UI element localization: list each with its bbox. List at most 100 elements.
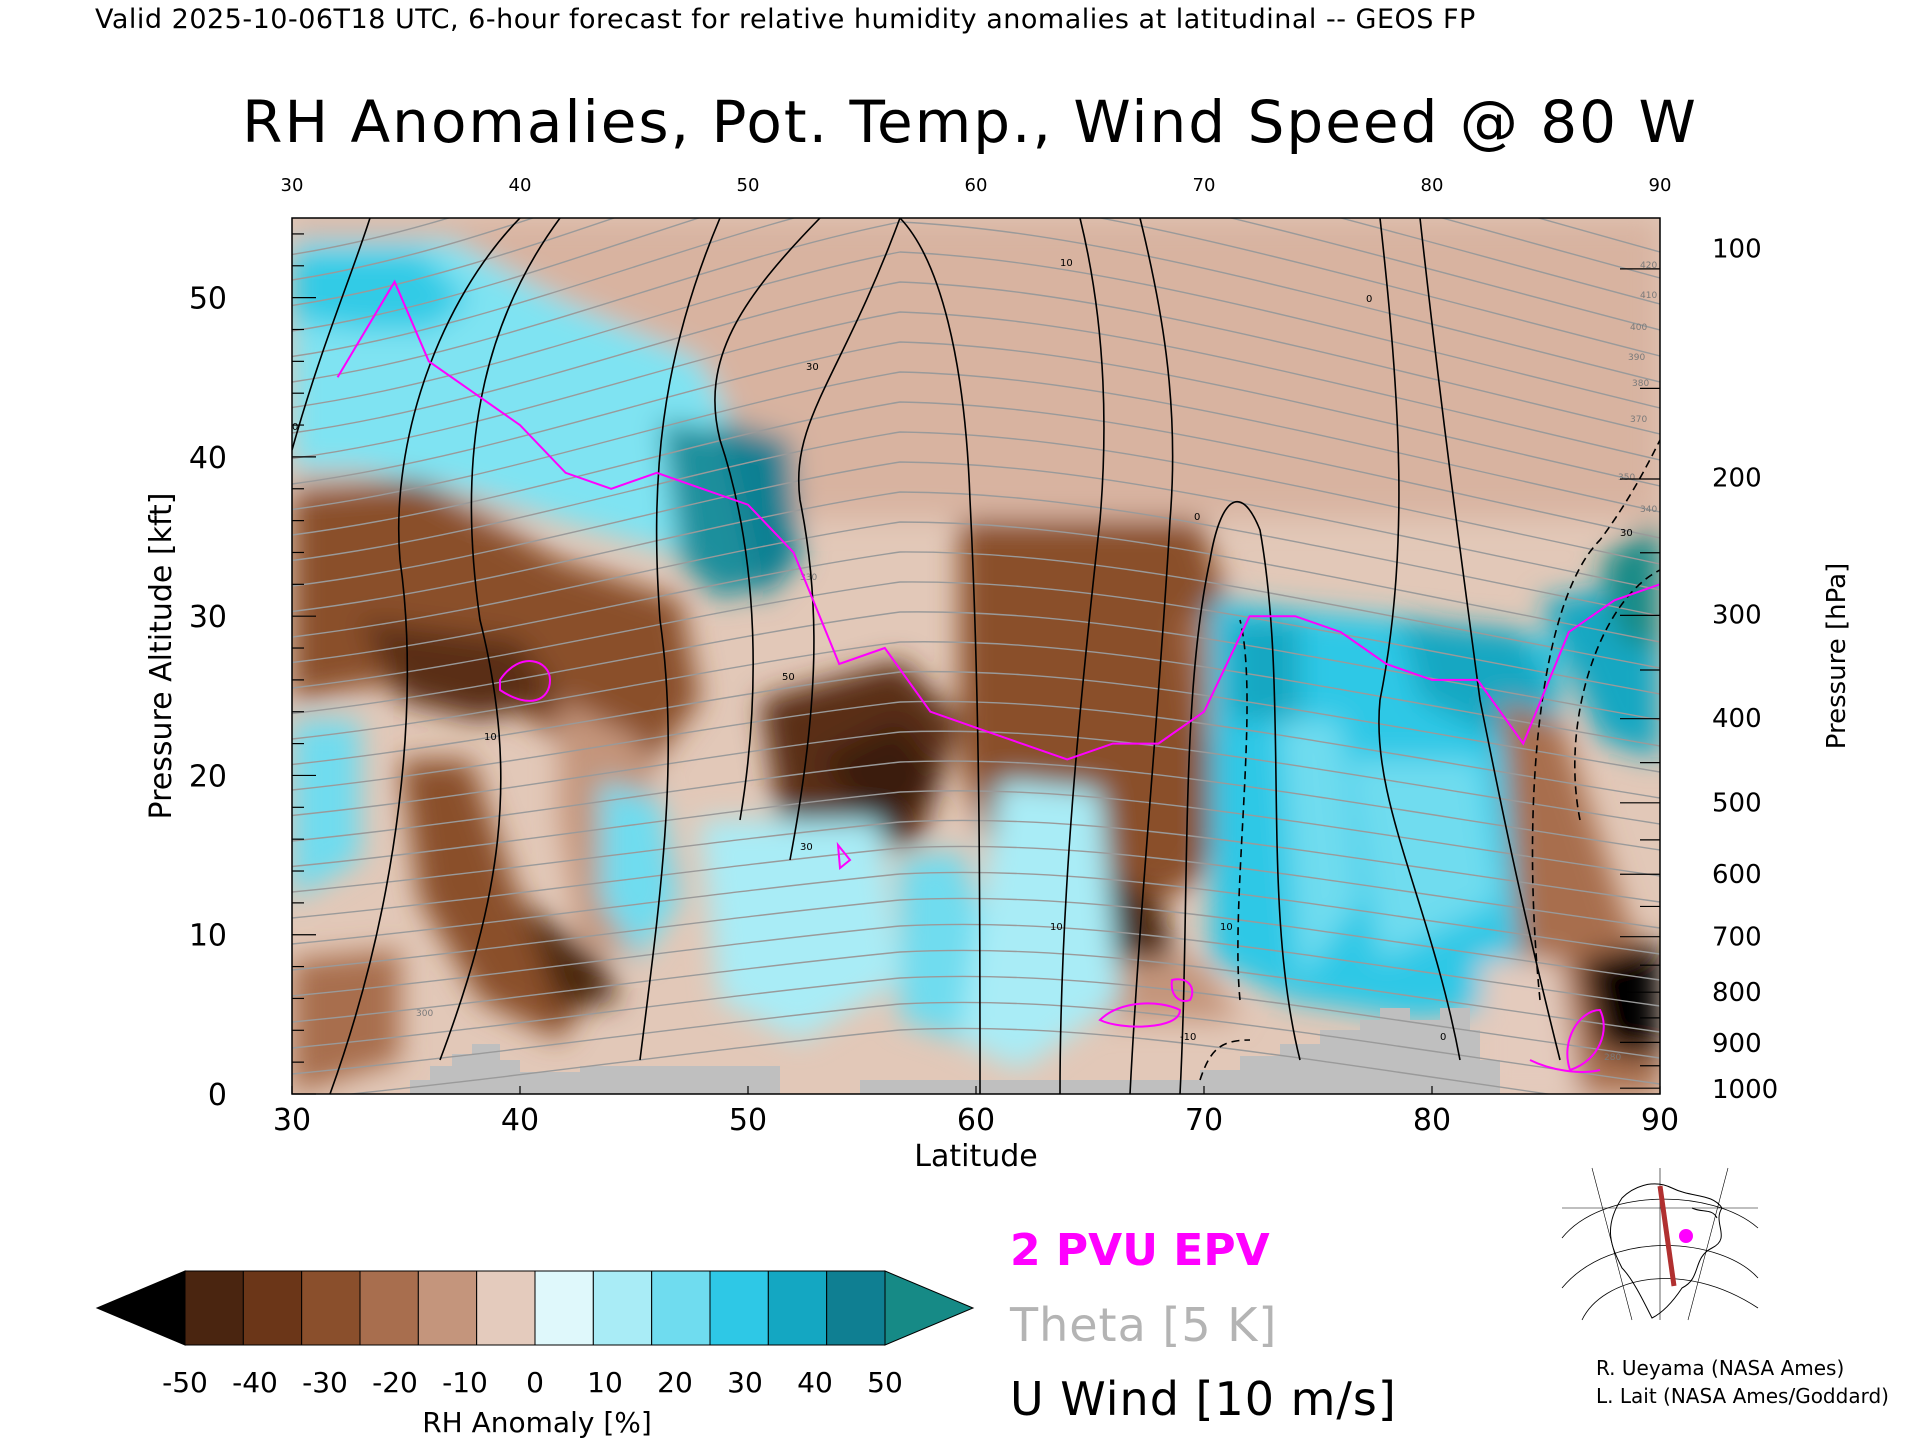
pressure-tick-label: 300: [1712, 601, 1762, 631]
theta-contour-line: [292, 923, 1660, 1007]
theta-contour-line: [292, 281, 1660, 435]
x-tick-label: 50: [729, 1103, 767, 1138]
theta-contour-line: [292, 845, 1660, 929]
colorbar-tick-label: -20: [372, 1366, 418, 1399]
legend-theta: Theta [5 K]: [1010, 1298, 1278, 1352]
terrain-mask: [410, 1008, 1500, 1094]
theta-label: 350: [1618, 473, 1635, 483]
colorbar-tick-label: 40: [797, 1366, 833, 1399]
colorbar-swatch: [709, 1270, 769, 1346]
colorbar-tick-label: 10: [587, 1366, 623, 1399]
theta-contour-line: [292, 311, 1660, 461]
u-wind-label: 30: [800, 842, 813, 853]
colorbar-tick-label: -30: [302, 1366, 348, 1399]
y-axis-ticks-left: [292, 233, 316, 1095]
theta-label: 400: [1630, 323, 1647, 333]
theta-label: 420: [1640, 261, 1657, 271]
credit-line-2: L. Lait (NASA Ames/Goddard): [1596, 1384, 1889, 1408]
u-wind-label: 0: [1194, 512, 1200, 523]
theta-contour-line: [292, 251, 1660, 409]
pressure-tick-label: 1000: [1712, 1075, 1778, 1105]
colorbar-label: RH Anomaly [%]: [422, 1406, 652, 1439]
colorbar-swatch: [767, 1270, 828, 1346]
y-tick-labels-left: 0 10 20 30 40 50: [189, 282, 227, 1113]
colorbar-swatch: [592, 1270, 653, 1346]
pv-2pvu-islands: [499, 660, 1605, 1073]
x-tick-label: 30: [273, 1103, 311, 1138]
theta-label: 370: [1630, 415, 1647, 425]
u-wind-label: 10: [1050, 922, 1063, 933]
colorbar-tick-label: 0: [526, 1366, 544, 1399]
x-tick-label: 90: [1641, 1103, 1679, 1138]
colorbar-swatch: [359, 1270, 419, 1346]
pressure-tick-label: 500: [1712, 789, 1762, 819]
x-tick-label-top: 40: [509, 175, 532, 196]
colorbar-tick-label: -50: [162, 1366, 208, 1399]
theta-contour-line: [292, 975, 1660, 1059]
theta-contour-line: [292, 461, 1660, 591]
y-tick-label: 0: [208, 1078, 227, 1113]
pressure-tick-label: 100: [1712, 234, 1762, 264]
theta-contour-line: [344, 1027, 1553, 1094]
y-tick-label: 50: [189, 282, 227, 317]
y-tick-label: 30: [189, 600, 227, 635]
colorbar-tick-label: 50: [867, 1366, 903, 1399]
colorbar-tick-labels: -50 -40 -30 -20 -10 0 10 20 30 40 50: [162, 1366, 903, 1399]
theta-contour-line: [292, 401, 1660, 539]
credit-line-1: R. Ueyama (NASA Ames): [1596, 1356, 1845, 1380]
u-wind-label: 10: [484, 732, 497, 743]
u-wind-contours: 0 10 30 30 50 10 10 0 10 -10 0 0 30: [292, 218, 1660, 1094]
theta-contour-line: [292, 897, 1660, 981]
theta-contour-line: [292, 218, 1660, 281]
theta-contour-line: [292, 431, 1660, 565]
u-wind-label: 0: [1440, 1032, 1446, 1043]
colorbar-arrow-low: [95, 1270, 186, 1346]
pressure-tick-label: 900: [1712, 1029, 1762, 1059]
colorbar-tick-label: 20: [657, 1366, 693, 1399]
theta-label: 340: [1640, 505, 1657, 515]
colorbar-tick-label: 30: [727, 1366, 763, 1399]
colorbar-arrow-high: [884, 1270, 975, 1346]
theta-contour-line: [292, 218, 1660, 307]
u-wind-label: 30: [806, 362, 819, 373]
x-tick-label: 70: [1185, 1103, 1223, 1138]
theta-contour-line: [292, 641, 1660, 747]
colorbar-tick-label: -10: [442, 1366, 488, 1399]
y-tick-label: 40: [189, 441, 227, 476]
theta-contour-line: [292, 341, 1660, 487]
colorbar-swatch: [301, 1270, 361, 1346]
theta-contour-line: [292, 491, 1660, 617]
theta-label: 380: [1632, 379, 1649, 389]
u-wind-label: 0: [292, 422, 298, 433]
theta-contour-line: [292, 700, 1660, 799]
legend-pv: 2 PVU EPV: [1010, 1225, 1270, 1276]
x-tick-label-top: 30: [281, 175, 304, 196]
theta-contour-line: [292, 611, 1660, 721]
theta-contour-line: [292, 790, 1660, 877]
colorbar-swatch: [826, 1270, 886, 1346]
theta-label: 330: [800, 573, 817, 583]
y-tick-label: 10: [189, 919, 227, 954]
theta-contour-line: [292, 371, 1660, 513]
inset-map: [1561, 1167, 1759, 1321]
y-axis-label-left: Pressure Altitude [kft]: [144, 493, 179, 820]
x-tick-label-top: 80: [1421, 175, 1444, 196]
u-wind-label: 30: [1620, 528, 1633, 539]
theta-contour-line: [292, 819, 1660, 903]
theta-contour-line: [292, 760, 1660, 851]
x-tick-label: 60: [957, 1103, 995, 1138]
colorbar: [95, 1270, 975, 1346]
theta-contour-line: [292, 218, 1660, 332]
chart-title: RH Anomalies, Pot. Temp., Wind Speed @ 8…: [242, 88, 1698, 156]
x-tick-label-top: 90: [1649, 175, 1672, 196]
u-wind-label: 0: [1366, 294, 1372, 305]
caption: Valid 2025-10-06T18 UTC, 6-hour forecast…: [95, 4, 1476, 35]
pressure-tick-labels-right: 100 200 300 400 500 600 700 800 900 1000: [1712, 234, 1778, 1105]
theta-label: 280: [1604, 1053, 1621, 1063]
pressure-tick-label: 700: [1712, 922, 1762, 952]
colorbar-tick-label: -40: [232, 1366, 278, 1399]
x-axis-label: Latitude: [914, 1139, 1037, 1174]
theta-label: 410: [1640, 291, 1657, 301]
colorbar-swatch: [417, 1270, 478, 1346]
theta-contour-line: [292, 551, 1660, 669]
